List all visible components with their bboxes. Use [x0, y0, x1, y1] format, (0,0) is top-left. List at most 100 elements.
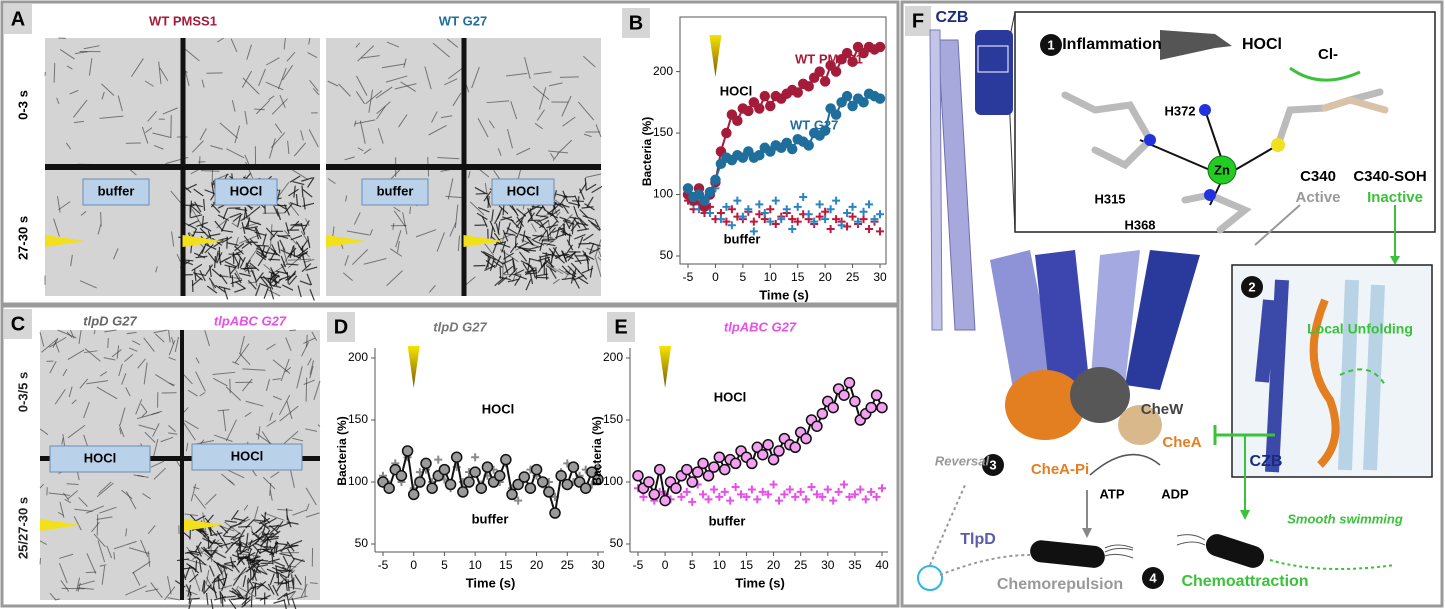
bacterium-trace — [234, 281, 246, 289]
condition-box — [82, 178, 150, 206]
bacterium-trace — [214, 220, 223, 231]
bacterium-trace — [62, 434, 66, 446]
bacterium-trace — [53, 62, 56, 83]
bacterium-trace — [201, 215, 204, 228]
bacterium-trace — [273, 561, 286, 567]
bacterium-trace — [483, 191, 492, 202]
micrographs: buffer HOCl buffer HOCl HOCl HOCl — [39, 37, 603, 609]
bacterium-trace — [243, 235, 253, 246]
bacterium-trace — [268, 95, 275, 101]
bacterium-trace — [513, 269, 525, 276]
bacterium-trace — [59, 501, 65, 518]
bacterium-trace — [518, 251, 528, 262]
bacterium-trace — [274, 123, 283, 134]
bacterium-trace — [533, 220, 544, 229]
bacterium-trace — [238, 538, 241, 551]
label-box — [607, 312, 635, 342]
point — [753, 495, 762, 504]
point — [732, 115, 743, 127]
bacterium-trace — [234, 236, 239, 248]
label: Local Unfolding — [1307, 321, 1413, 337]
bacterium-trace — [292, 509, 307, 516]
panel-label: F — [912, 10, 924, 32]
bacterium-trace — [381, 63, 406, 69]
condition-box — [49, 445, 151, 473]
bacterium-trace — [290, 168, 308, 180]
point — [738, 212, 747, 221]
point — [471, 453, 480, 462]
point — [506, 488, 518, 501]
bacterium-trace — [239, 335, 245, 354]
stimulus — [709, 35, 722, 77]
bacterium-trace — [300, 223, 306, 235]
bacterium-trace — [558, 268, 570, 276]
bacterium-trace — [125, 585, 147, 596]
bacterium-trace — [141, 126, 149, 144]
bacterium-trace — [66, 65, 73, 70]
bacterium-trace — [552, 153, 559, 161]
bacterium-trace — [284, 366, 292, 373]
bacterium-trace — [260, 245, 266, 258]
bacterium-trace — [185, 183, 197, 190]
bacterium-trace — [193, 486, 200, 490]
bacterium-trace — [526, 262, 536, 273]
strain-label: WT PMSS1 — [149, 13, 217, 28]
point — [799, 192, 808, 201]
bacterium-trace — [103, 357, 116, 361]
bacterium-trace — [67, 490, 79, 500]
bacterium-trace — [194, 201, 202, 213]
bacterium-trace — [176, 253, 181, 262]
bacterium-trace — [537, 216, 549, 223]
bacterium-trace — [171, 336, 174, 345]
annotation: buffer — [724, 231, 761, 246]
bacterium-trace — [238, 566, 247, 577]
point — [747, 485, 756, 494]
label: HOCl — [1242, 36, 1282, 53]
bacterium-trace — [482, 251, 495, 258]
bacterium-trace — [363, 258, 387, 265]
bacterium-trace — [555, 252, 567, 260]
bacterium-trace — [204, 330, 210, 347]
bacterium-trace — [158, 61, 162, 85]
bacterium-trace — [153, 467, 166, 480]
bacterium-trace — [295, 252, 308, 257]
label-box — [622, 8, 650, 38]
bacterium-trace — [539, 255, 543, 268]
bacterium-trace — [230, 532, 241, 541]
point — [832, 215, 841, 224]
point — [493, 470, 506, 482]
bacterium-trace — [306, 273, 313, 286]
residue-label: C340 — [1300, 168, 1336, 185]
bacterium-trace — [154, 333, 165, 343]
bacterium-trace — [527, 258, 531, 271]
bacterium-trace — [231, 250, 243, 257]
bacterium-trace — [531, 234, 543, 241]
bacterium-trace — [119, 427, 122, 435]
bacterium-trace — [88, 58, 93, 76]
bacterium-trace — [39, 483, 45, 489]
arrow — [1160, 30, 1232, 60]
point — [843, 208, 852, 217]
bacterium-trace — [73, 120, 84, 124]
bacterium-trace — [539, 239, 544, 252]
bacterium-trace — [497, 276, 508, 286]
divider — [45, 164, 320, 170]
bacterium-trace — [345, 195, 348, 202]
bacterium-trace — [215, 568, 226, 582]
bacterium-trace — [62, 368, 68, 377]
bacterium-trace — [529, 245, 542, 250]
y-tick-label: 100 — [653, 187, 673, 201]
bacterium-trace — [290, 470, 295, 488]
bacterium-trace — [159, 67, 169, 82]
bacterium-trace — [224, 520, 237, 523]
bacterium-trace — [524, 267, 536, 276]
bacterium-trace — [80, 210, 87, 216]
bacterium-trace — [152, 132, 172, 139]
x-tick-label: 5 — [689, 558, 696, 572]
point — [823, 485, 832, 494]
bacterium-trace — [585, 173, 602, 179]
point — [727, 205, 736, 214]
point — [475, 482, 488, 494]
step-number: 3 — [989, 457, 996, 472]
bacterium-trace — [147, 525, 156, 535]
